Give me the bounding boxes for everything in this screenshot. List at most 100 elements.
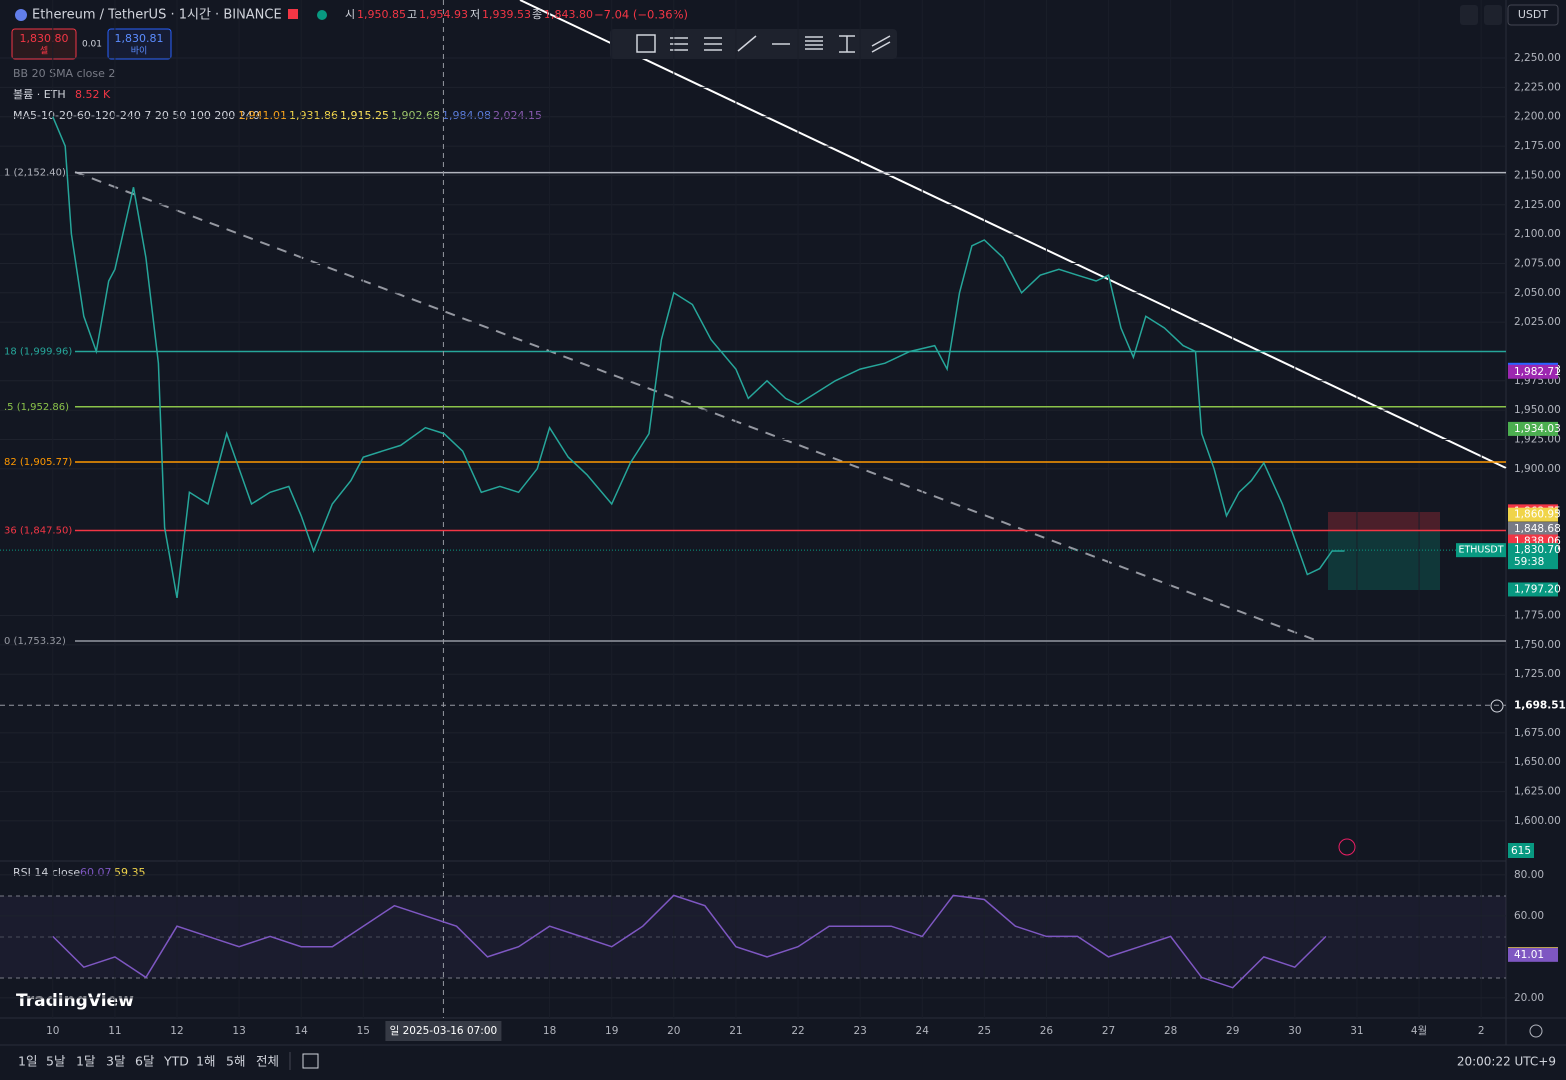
- change: −7.04 (−0.36%): [594, 8, 688, 22]
- tool-icon[interactable]: [871, 35, 891, 53]
- flag-icon[interactable]: [288, 9, 298, 19]
- range-button[interactable]: 5날: [46, 1054, 66, 1069]
- crosshair-x-label: 일 2025-03-16 07:00: [390, 1024, 498, 1037]
- y-tick-label: 1,625.00: [1514, 786, 1561, 798]
- x-tick-label: 12: [170, 1025, 183, 1037]
- tool-icon[interactable]: [839, 35, 855, 53]
- last-price-badge: [1508, 543, 1558, 570]
- sell-button[interactable]: [11, 28, 77, 60]
- ma-value: 1,915.25: [340, 109, 389, 122]
- date-range-icon[interactable]: [302, 1053, 319, 1069]
- rsi-legend: RSI 14 close: [13, 866, 80, 879]
- range-button[interactable]: 6달: [135, 1054, 155, 1069]
- range-button[interactable]: 1일: [18, 1054, 37, 1069]
- range-button[interactable]: 전체: [256, 1054, 279, 1069]
- range-button[interactable]: 1해: [196, 1054, 215, 1069]
- tool-icon[interactable]: [805, 36, 823, 50]
- spread: 0.01: [82, 40, 102, 50]
- x-tick-label: 13: [232, 1025, 245, 1037]
- crosshair-add[interactable]: [1490, 699, 1504, 713]
- y-tick-label: 2,025.00: [1514, 316, 1561, 328]
- price-badge-label: 1,848.68: [1514, 523, 1561, 535]
- y-tick-label: 2,125.00: [1514, 199, 1561, 211]
- price-badge: [1508, 522, 1558, 537]
- y-tick-label: 1,950.00: [1514, 404, 1561, 416]
- y-tick-label: 2,225.00: [1514, 81, 1561, 93]
- ohlc-label: 저: [470, 8, 480, 21]
- range-button[interactable]: 3달: [106, 1054, 126, 1069]
- buy-price[interactable]: 1,830.81: [115, 32, 164, 45]
- ohlc-value: 1,950.85: [357, 8, 406, 21]
- tool-icon[interactable]: [704, 37, 722, 51]
- x-tick-label: 25: [978, 1025, 991, 1037]
- currency[interactable]: USDT: [1518, 8, 1549, 21]
- ohlc-label: 시: [345, 8, 355, 21]
- download-button[interactable]: [1460, 5, 1478, 25]
- alert-icon[interactable]: [1338, 838, 1356, 856]
- logo: TradingView: [16, 991, 134, 1011]
- position-stop[interactable]: [1328, 512, 1440, 531]
- x-tick-label: 21: [729, 1025, 742, 1037]
- y-tick-label: 2,050.00: [1514, 287, 1561, 299]
- ohlc-value: 1,954.93: [419, 8, 468, 21]
- y-tick-label: 2,100.00: [1514, 228, 1561, 240]
- settings-icon[interactable]: [1529, 1024, 1543, 1038]
- x-tick-label: 23: [853, 1025, 866, 1037]
- price-line: [52, 116, 1345, 599]
- y-tick-label: 2,175.00: [1514, 140, 1561, 152]
- price-badge-label: 41.01: [1514, 949, 1544, 961]
- clock: 20:00:22 UTC+9: [1457, 1055, 1556, 1069]
- x-tick-label: 10: [46, 1025, 59, 1037]
- y-tick-label: 2,200.00: [1514, 111, 1561, 123]
- tool-icon[interactable]: [737, 35, 757, 52]
- y-tick-label: 1,750.00: [1514, 639, 1561, 651]
- fib-label: 1 (2,152.40): [4, 168, 66, 179]
- price-badge-label: 1,982.71: [1514, 366, 1561, 378]
- y-tick-label: 60.00: [1514, 910, 1544, 922]
- ma-value: 2,024.15: [493, 109, 542, 122]
- x-tick-label: 28: [1164, 1025, 1177, 1037]
- x-tick-label: 24: [916, 1025, 930, 1037]
- ohlc-label: 종: [532, 8, 542, 21]
- crosshair-y-label: 1,698.51: [1514, 699, 1566, 711]
- volume-value: 8.52 K: [75, 88, 111, 101]
- range-button[interactable]: 1달: [76, 1054, 96, 1069]
- tool-icon[interactable]: [670, 37, 688, 51]
- symbol-title: Ethereum / TetherUS · 1시간 · BINANCE: [32, 8, 282, 23]
- volume-badge-bg: [1508, 843, 1534, 858]
- fib-label: 36 (1,847.50): [4, 525, 72, 536]
- price-badge: [1508, 364, 1558, 379]
- buy-label[interactable]: 바이: [131, 46, 148, 57]
- price-badge-label: 1,934.03: [1514, 423, 1561, 435]
- tool-icon[interactable]: [636, 34, 656, 53]
- price-badge: [1508, 507, 1558, 522]
- y-tick-label: 1,900.00: [1514, 463, 1561, 475]
- position-target[interactable]: [1328, 531, 1440, 590]
- last-price-label: 1,830.70: [1514, 544, 1561, 556]
- fib-label: .5 (1,952.86): [4, 402, 69, 413]
- y-tick-label: 80.00: [1514, 869, 1544, 881]
- y-tick-label: 1,775.00: [1514, 610, 1561, 622]
- refresh-button[interactable]: [1484, 5, 1502, 25]
- fib-trend-line[interactable]: [74, 171, 1319, 642]
- buy-button[interactable]: [107, 28, 172, 60]
- symbol-badge-label: ETHUSDT: [1458, 545, 1503, 556]
- bb-legend: BB 20 SMA close 2: [13, 67, 115, 80]
- range-button[interactable]: 5해: [226, 1054, 245, 1069]
- symbol-icon: [15, 9, 27, 21]
- sell-label[interactable]: 셀: [40, 46, 48, 57]
- fib-label: 82 (1,905.77): [4, 457, 72, 468]
- y-tick-label: 1,650.00: [1514, 756, 1561, 768]
- rsi-line: [52, 894, 1327, 989]
- currency-box[interactable]: [1507, 4, 1559, 26]
- y-tick-label: 1,600.00: [1514, 815, 1561, 827]
- range-button[interactable]: YTD: [163, 1054, 189, 1069]
- sell-price[interactable]: 1,830.80: [20, 32, 69, 45]
- y-tick-label: 2,150.00: [1514, 169, 1561, 181]
- x-tick-label: 22: [791, 1025, 804, 1037]
- y-tick-label: 20.00: [1514, 992, 1544, 1004]
- rsi-value: 60.07: [80, 866, 112, 879]
- y-tick-label: 1,675.00: [1514, 727, 1561, 739]
